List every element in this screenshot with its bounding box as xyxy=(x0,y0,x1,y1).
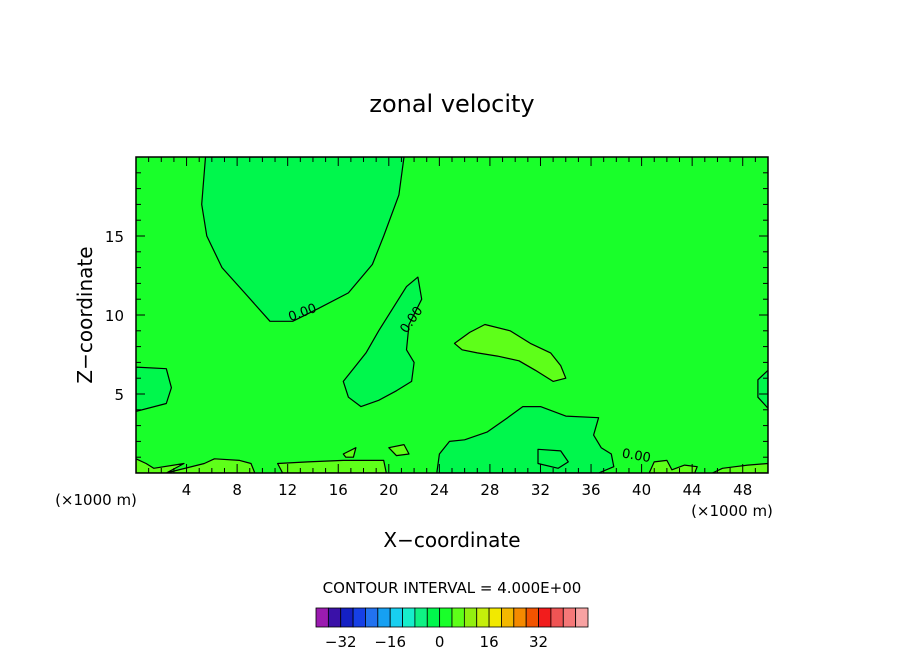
colorbar-swatch xyxy=(451,607,465,628)
contour-line xyxy=(453,323,567,382)
contour-line xyxy=(436,406,615,473)
x-tick-label: 36 xyxy=(581,481,600,499)
x-tick-label: 8 xyxy=(232,481,242,499)
contour-interval-label: CONTOUR INTERVAL = 4.000E+00 xyxy=(323,579,582,597)
contour-line xyxy=(136,458,256,473)
contour-line xyxy=(201,157,405,322)
contour-region xyxy=(454,324,566,382)
contour-value-label: 0.00 xyxy=(621,446,652,466)
contour-line xyxy=(277,459,387,473)
colorbar-swatch xyxy=(513,607,527,628)
x-tick-label: 12 xyxy=(278,481,297,499)
colorbar-tick-label: 16 xyxy=(480,633,499,651)
x-tick-label: 24 xyxy=(430,481,449,499)
plot-area: 0.00 0.000.00 xyxy=(135,156,769,474)
x-tick-label: 16 xyxy=(329,481,348,499)
colorbar-swatch xyxy=(402,607,416,628)
colorbar-swatch xyxy=(426,607,441,628)
contour-line xyxy=(342,276,423,408)
contour-region xyxy=(277,460,387,473)
contour-region xyxy=(343,447,356,458)
colorbar-swatch xyxy=(414,607,428,628)
colorbar-tick-label: −16 xyxy=(374,633,406,651)
y-tick-label: 10 xyxy=(105,307,124,325)
colorbar-swatch xyxy=(575,607,589,628)
colorbar-swatch xyxy=(463,607,478,628)
colorbar-swatch xyxy=(488,607,502,628)
colorbar-swatch xyxy=(550,607,564,628)
colorbar-swatch xyxy=(340,607,354,628)
x-unit-right: (×1000 m) xyxy=(691,502,773,520)
colorbar-tick-label: 0 xyxy=(435,633,445,651)
colorbar-swatch xyxy=(389,607,403,628)
chart-title: zonal velocity xyxy=(369,90,534,118)
colorbar-swatch xyxy=(365,607,379,628)
contour-region xyxy=(343,277,422,407)
colorbar-swatch xyxy=(538,607,552,628)
y-axis-label: Z−coordinate xyxy=(73,246,97,383)
x-tick-label: 32 xyxy=(531,481,550,499)
contour-region xyxy=(757,370,768,409)
colorbar-swatch xyxy=(315,607,329,628)
colorbar-tick-label: −32 xyxy=(325,633,357,651)
contour-region xyxy=(712,463,768,473)
contour-line xyxy=(537,448,569,469)
contour-region xyxy=(538,449,569,469)
colorbar-tick-label: 32 xyxy=(529,633,548,651)
x-tick-label: 20 xyxy=(379,481,398,499)
colorbar-swatch xyxy=(352,607,366,628)
contour-region xyxy=(136,367,172,412)
y-tick-label: 5 xyxy=(114,386,124,404)
colorbar xyxy=(315,607,589,628)
contour-region xyxy=(649,460,698,473)
contour-region xyxy=(436,406,614,473)
x-tick-label: 28 xyxy=(480,481,499,499)
contour-line xyxy=(711,462,768,473)
y-tick-label: 15 xyxy=(105,228,124,246)
colorbar-swatch xyxy=(327,607,342,628)
contour-line xyxy=(388,444,410,457)
contour-line xyxy=(136,366,172,412)
contour-region xyxy=(201,157,404,322)
x-tick-label: 40 xyxy=(632,481,651,499)
colorbar-swatch xyxy=(525,607,539,628)
colorbar-swatch xyxy=(439,607,453,628)
colorbar-swatch xyxy=(377,607,391,628)
contour-line xyxy=(757,369,768,409)
x-unit-left: (×1000 m) xyxy=(55,491,137,509)
colorbar-swatch xyxy=(476,607,490,628)
colorbar-swatch xyxy=(562,607,577,628)
contour-line xyxy=(648,459,698,473)
x-tick-label: 48 xyxy=(733,481,752,499)
colorbar-swatch xyxy=(501,607,515,628)
x-axis-label: X−coordinate xyxy=(383,528,520,552)
contour-line xyxy=(342,447,357,458)
x-tick-label: 4 xyxy=(182,481,192,499)
x-tick-label: 44 xyxy=(683,481,702,499)
